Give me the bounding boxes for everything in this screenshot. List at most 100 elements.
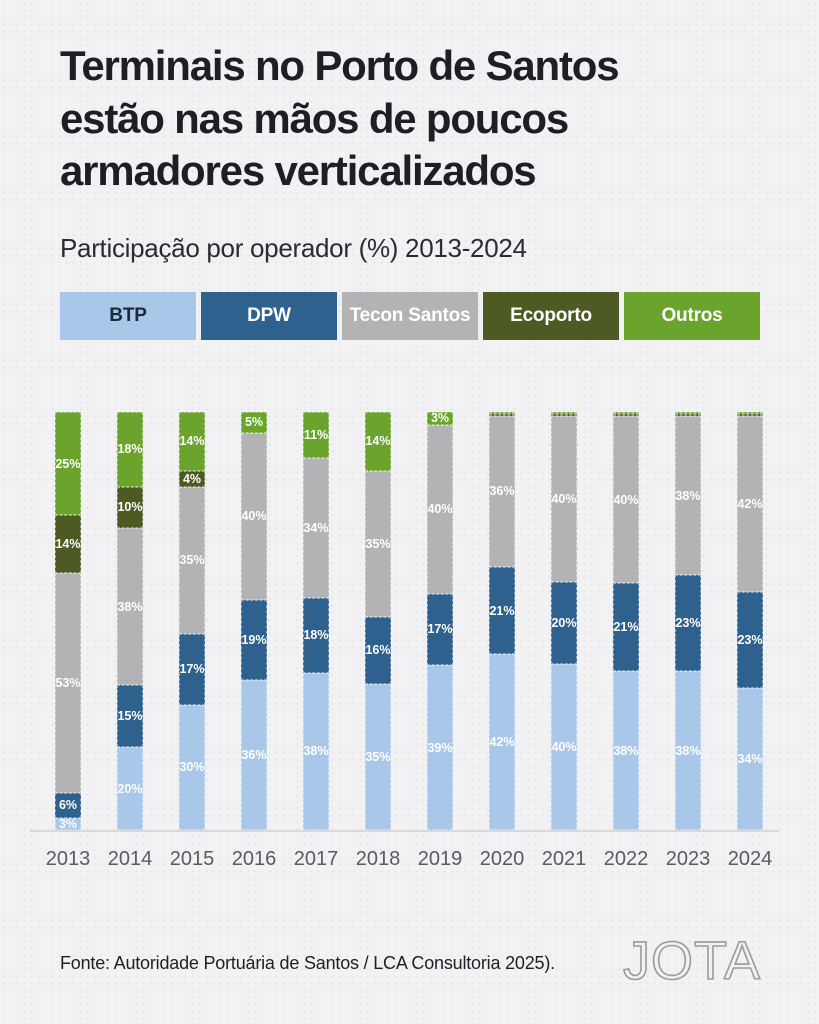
segment-btp: 39% (427, 665, 453, 830)
stacked-bar-2014: 20% 15% 38% 10% 18% (117, 412, 143, 830)
bar-column-2013: 3% 6% 53% 14% 25% 2013 (46, 412, 90, 870)
segment-value-label: 42% (737, 496, 763, 511)
segment-dpw: 20% (551, 581, 577, 665)
segment-value-label: 4% (182, 471, 202, 486)
segment-value-label: 38% (303, 744, 329, 759)
segment-value-label: 35% (365, 749, 391, 764)
stacked-bar-2017: 38% 18% 34% 11% (303, 411, 329, 830)
segment-value-label: 18% (117, 442, 143, 457)
segment-value-label: 36% (241, 747, 267, 762)
segment-value-label: 40% (613, 492, 639, 507)
title-line-3: armadores verticalizados (60, 147, 537, 194)
segment-value-label: 3% (58, 816, 78, 831)
segment-value-label: 40% (427, 502, 453, 517)
legend-item-ecoporto: Ecoporto (483, 292, 619, 340)
year-axis-label: 2013 (45, 848, 91, 870)
year-axis-label: 2022 (603, 848, 649, 870)
segment-value-label: 11% (303, 427, 329, 442)
segment-tecon-santos: 42% (737, 416, 763, 592)
bar-column-2022: 38% 21% 40% 2022 (604, 411, 648, 870)
segment-outros: 18% (117, 412, 143, 487)
source-note: Fonte: Autoridade Portuária de Santos / … (60, 953, 555, 973)
segment-ecoporto: 14% (55, 515, 81, 574)
segment-value-label: 3% (430, 411, 450, 426)
segment-dpw: 23% (675, 575, 701, 672)
stacked-bar-2018: 35% 16% 35% 14% (365, 412, 391, 830)
segment-btp: 30% (179, 704, 205, 830)
stacked-bar-2020: 42% 21% 36% (489, 411, 515, 830)
segment-dpw: 17% (179, 633, 205, 705)
segment-value-label: 18% (303, 628, 329, 643)
segment-outros (737, 411, 763, 415)
bar-column-2017: 38% 18% 34% 11% 2017 (294, 411, 338, 870)
bar-column-2014: 20% 15% 38% 10% 18% 2014 (108, 412, 152, 870)
segment-value-label: 38% (675, 488, 701, 503)
segment-ecoporto: 10% (117, 486, 143, 528)
legend: BTP DPW Tecon Santos Ecoporto Outros (60, 292, 760, 340)
segment-value-label: 20% (551, 616, 577, 631)
segment-dpw: 21% (613, 583, 639, 672)
segment-value-label: 5% (244, 415, 264, 430)
stacked-bar-2021: 40% 20% 40% (551, 412, 577, 830)
segment-tecon-santos: 53% (55, 573, 81, 793)
segment-btp: 42% (489, 654, 515, 830)
segment-outros (551, 412, 577, 415)
segment-value-label: 35% (365, 536, 391, 551)
legend-item-tecon-santos: Tecon Santos (342, 292, 478, 340)
stacked-bar-2022: 38% 21% 40% (613, 411, 639, 830)
segment-outros (489, 411, 515, 415)
stacked-bar-chart: 3% 6% 53% 14% 25% 2013 20% 15% 38% 10% 18% 2014 30% 1… (30, 411, 780, 872)
segment-btp: 38% (613, 671, 639, 830)
segment-dpw: 16% (365, 616, 391, 684)
segment-ecoporto (489, 414, 515, 417)
segment-dpw: 23% (737, 591, 763, 688)
chart-subtitle: Participação por operador (%) 2013-2024 (60, 233, 527, 263)
segment-dpw: 17% (427, 593, 453, 666)
x-axis-line (30, 830, 779, 832)
segment-value-label: 39% (427, 740, 453, 755)
stacked-bar-2024: 34% 23% 42% (737, 411, 763, 830)
segment-tecon-santos: 40% (427, 424, 453, 594)
segment-value-label: 53% (55, 676, 81, 691)
year-axis-label: 2016 (231, 848, 277, 870)
segment-btp: 38% (303, 672, 329, 830)
year-axis-label: 2017 (293, 848, 339, 870)
segment-value-label: 14% (365, 434, 391, 449)
segment-value-label: 14% (55, 537, 81, 552)
bar-column-2016: 36% 19% 40% 5% 2016 (232, 411, 276, 870)
stacked-bar-2015: 30% 17% 35% 4% 14% (179, 412, 205, 830)
segment-value-label: 42% (489, 735, 515, 750)
segment-outros: 14% (365, 412, 391, 471)
segment-value-label: 23% (737, 632, 763, 647)
segment-dpw: 6% (55, 792, 81, 818)
segment-outros: 14% (179, 412, 205, 471)
year-axis-label: 2019 (417, 848, 463, 870)
stacked-bar-2023: 38% 23% 38% (675, 411, 701, 830)
segment-value-label: 38% (613, 743, 639, 758)
legend-item-dpw: DPW (201, 292, 337, 340)
segment-tecon-santos: 40% (551, 416, 577, 582)
bar-column-2020: 42% 21% 36% 2020 (480, 411, 524, 870)
stacked-bar-2013: 3% 6% 53% 14% 25% (55, 412, 81, 831)
segment-value-label: 34% (303, 520, 329, 535)
legend-item-outros: Outros (624, 292, 760, 340)
year-axis-label: 2024 (727, 848, 773, 870)
segment-ecoporto (551, 414, 577, 417)
bar-column-2018: 35% 16% 35% 14% 2018 (356, 412, 400, 870)
segment-value-label: 6% (58, 798, 78, 813)
year-axis-label: 2020 (479, 848, 525, 870)
stacked-bar-2019: 39% 17% 40% 3% (427, 411, 453, 830)
segment-outros: 11% (303, 411, 329, 458)
stacked-bar-2016: 36% 19% 40% 5% (241, 411, 267, 830)
segment-tecon-santos: 38% (117, 527, 143, 686)
segment-btp: 34% (737, 687, 763, 830)
segment-ecoporto (675, 414, 701, 417)
segment-dpw: 15% (117, 685, 143, 748)
bars-container: 3% 6% 53% 14% 25% 2013 20% 15% 38% 10% 18% 2014 30% 1… (46, 411, 773, 870)
segment-value-label: 40% (241, 509, 267, 524)
segment-tecon-santos: 35% (179, 487, 205, 634)
segment-outros: 5% (241, 411, 267, 433)
segment-btp: 35% (365, 683, 391, 830)
segment-dpw: 18% (303, 598, 329, 673)
